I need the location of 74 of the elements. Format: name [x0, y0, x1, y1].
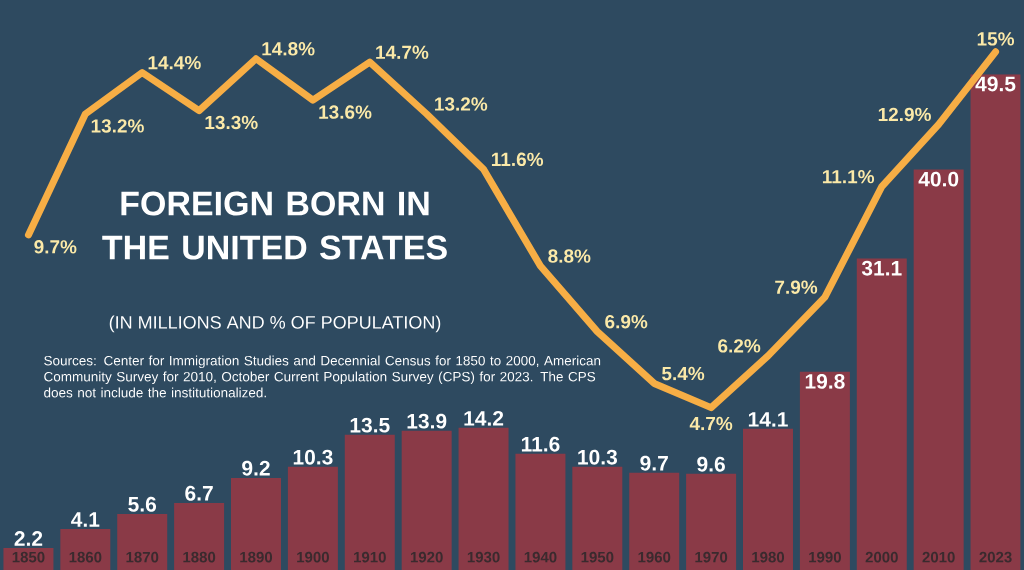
x-tick-label: 1990 — [809, 551, 841, 563]
data-label: 14.1 — [748, 412, 788, 427]
data-label: 7.9% — [775, 280, 818, 294]
bar — [401, 430, 452, 570]
bar — [686, 473, 737, 570]
data-label: 5.4% — [662, 366, 705, 381]
x-tick-label: 2000 — [865, 551, 898, 563]
bar — [287, 466, 338, 570]
data-label: 4.1 — [71, 512, 100, 527]
x-tick-label: 1920 — [410, 551, 443, 563]
data-label: 9.6 — [697, 456, 725, 472]
data-label: 6.7 — [185, 485, 213, 501]
data-label: 6.9% — [605, 314, 648, 329]
data-label: 13.3% — [205, 115, 258, 130]
data-label: 14.8% — [262, 42, 315, 56]
data-label: 13.2% — [435, 97, 488, 111]
data-label: 13.9 — [407, 413, 447, 429]
bar — [231, 477, 281, 570]
data-label: 4.7% — [689, 416, 733, 431]
bar — [743, 428, 793, 570]
bar — [856, 258, 907, 570]
x-tick-label: 1860 — [69, 551, 102, 563]
bar — [174, 502, 225, 570]
data-label: 19.8 — [805, 373, 845, 389]
x-tick-label: 1960 — [638, 551, 671, 563]
data-label: 14.4% — [148, 55, 201, 70]
data-label: 31.1 — [861, 260, 902, 276]
data-label: 11.1% — [822, 169, 875, 184]
x-tick-label: 1940 — [524, 551, 557, 563]
data-label: 5.6 — [128, 496, 157, 512]
bar — [344, 434, 395, 570]
bar — [572, 466, 623, 570]
data-label: 9.2 — [242, 460, 270, 476]
x-tick-label: 1930 — [467, 551, 500, 563]
data-label: 13.6% — [319, 105, 372, 119]
x-tick-label: 1950 — [581, 551, 614, 563]
data-label: 13.2% — [91, 119, 144, 133]
x-tick-label: 1890 — [240, 551, 273, 563]
data-label: 14.7% — [376, 45, 429, 59]
data-label: 11.6 — [521, 436, 560, 452]
x-tick-label: 2010 — [922, 551, 955, 563]
annotation: Sources: Center for Immigration Studies and Decennial Census for 1850 to 2000, American Community Survey for 2010, October Current Population Survey (CPS) for 2023. The CPS does not include the institutionalized. — [44, 355, 601, 398]
data-label: 10.3 — [293, 449, 333, 465]
bar — [629, 472, 680, 570]
data-label: 12.9% — [878, 107, 931, 122]
bar — [60, 528, 111, 570]
data-label: 8.8% — [548, 249, 591, 263]
x-tick-label: 1910 — [354, 551, 386, 563]
bar — [970, 74, 1021, 570]
data-label: 13.5 — [350, 417, 390, 433]
data-label: 15% — [977, 32, 1015, 46]
data-label: 14.2 — [464, 410, 504, 426]
data-label: 40.0 — [918, 171, 959, 187]
data-label: 9.7 — [640, 455, 668, 471]
x-tick-label: 2023 — [979, 551, 1012, 563]
x-tick-label: 1970 — [695, 551, 728, 563]
data-label: 6.2% — [718, 339, 761, 353]
data-label: 49.5 — [975, 76, 1016, 92]
text: (IN MILLIONS AND % OF POPULATION) — [109, 315, 441, 333]
data-label: 2.2 — [14, 531, 43, 546]
text: FOREIGN BORN IN THE UNITED STATES — [102, 191, 447, 260]
data-label: 11.6% — [491, 152, 544, 167]
bar — [117, 513, 168, 570]
data-label: 9.7% — [34, 240, 77, 254]
x-tick-label: 1850 — [12, 551, 45, 563]
x-tick-label: 1900 — [297, 551, 329, 563]
bar — [799, 371, 850, 570]
bar — [913, 169, 964, 570]
data-label: 10.3 — [578, 449, 617, 465]
x-tick-label: 1980 — [752, 551, 785, 563]
bar — [515, 453, 566, 570]
x-tick-label: 1880 — [183, 551, 216, 563]
bar — [458, 427, 509, 570]
x-tick-label: 1870 — [126, 551, 159, 563]
